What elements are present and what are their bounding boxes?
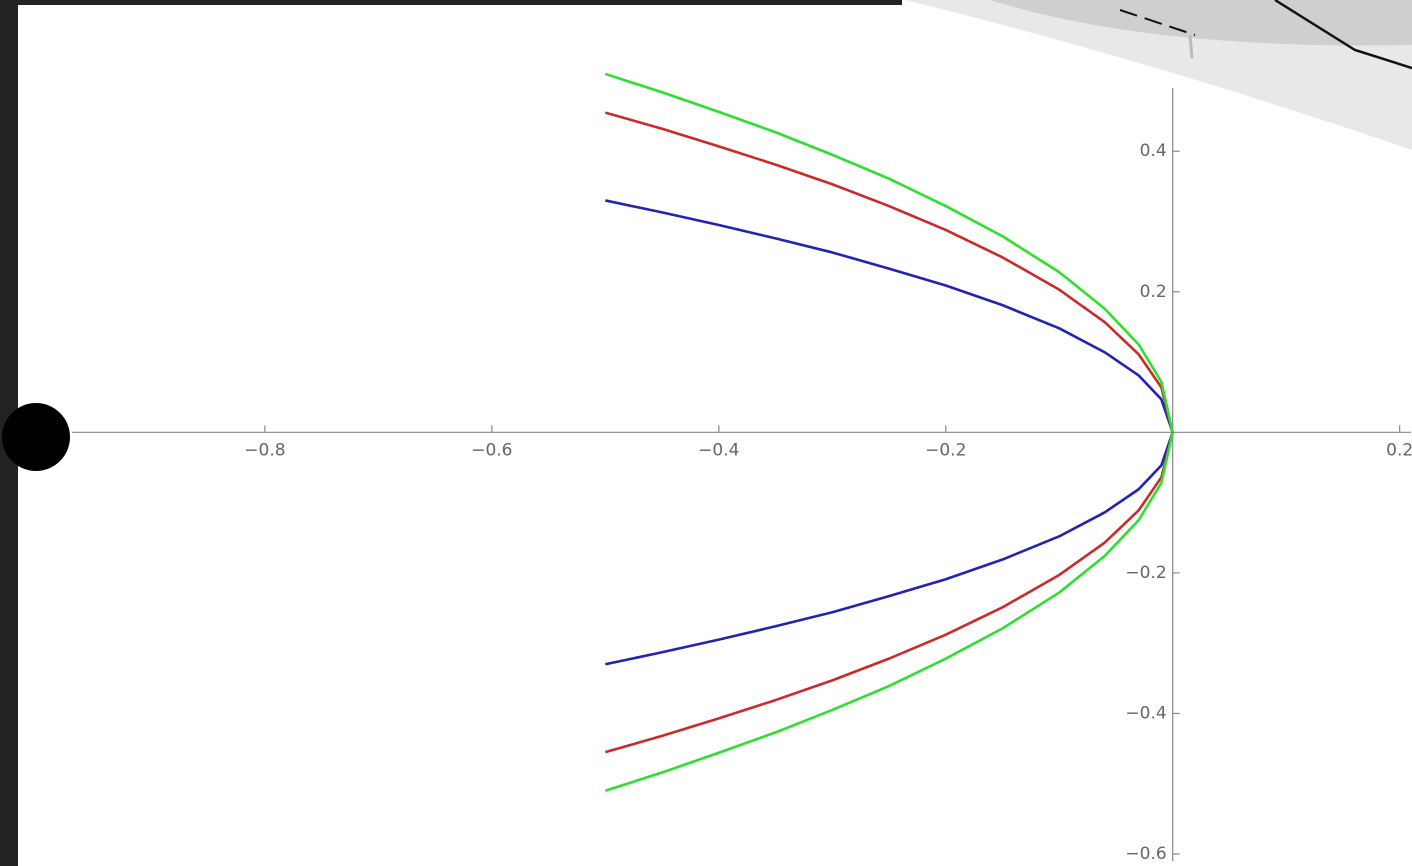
top-border	[0, 0, 902, 5]
x-tick-label: −0.6	[471, 440, 512, 460]
y-tick-label: 0.2	[1140, 282, 1167, 302]
y-tick-label: −0.6	[1125, 844, 1166, 864]
x-tick-label: −0.4	[698, 440, 739, 460]
x-tick-label: 0.2	[1386, 440, 1412, 460]
chart: −0.8 −0.6 −0.4 −0.2 0.2 0.4 0.2 −0.2 −0.4 −0.6	[0, 0, 1412, 866]
y-tick-label: −0.2	[1125, 563, 1166, 583]
overlay-line	[1190, 35, 1192, 58]
y-tick-label: 0.4	[1140, 141, 1167, 161]
x-tick-label: −0.8	[244, 440, 285, 460]
y-tick-label: −0.4	[1125, 703, 1166, 723]
x-tick-label: −0.2	[925, 440, 966, 460]
background	[0, 0, 1412, 866]
marker-dot	[2, 403, 70, 471]
